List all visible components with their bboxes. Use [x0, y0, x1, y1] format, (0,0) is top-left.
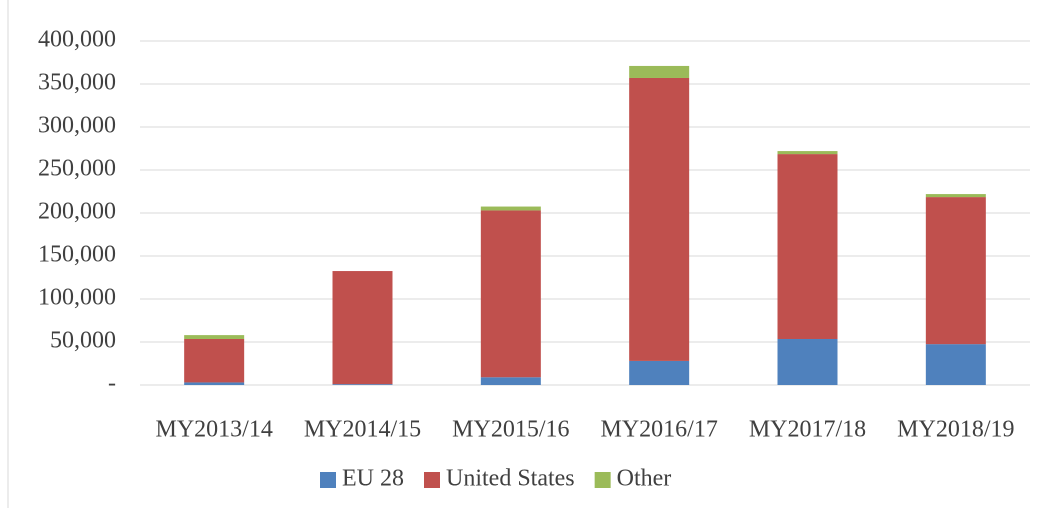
- legend-swatch: [594, 472, 611, 488]
- bar-segment: [925, 197, 986, 345]
- bar-segment: [629, 77, 690, 361]
- y-tick-label: 250,000: [38, 156, 116, 182]
- y-tick-label: 200,000: [38, 199, 116, 225]
- bar-segment: [332, 384, 393, 385]
- x-tick-label: MY2017/18: [749, 417, 866, 443]
- y-tick-label: 150,000: [38, 242, 116, 268]
- bar-segment: [184, 382, 245, 385]
- x-tick-label: MY2016/17: [600, 417, 717, 443]
- bar-segment: [925, 194, 986, 198]
- y-tick-label: 100,000: [38, 285, 116, 311]
- bar-segment: [777, 338, 838, 385]
- bar-segment: [777, 154, 838, 339]
- legend-label: United States: [446, 466, 575, 492]
- y-tick-label: -: [108, 371, 116, 397]
- bar-segment: [777, 151, 838, 155]
- bar-segment: [629, 65, 690, 78]
- bar-segment: [925, 344, 986, 385]
- legend-label: Other: [617, 466, 672, 492]
- x-tick-label: MY2013/14: [155, 417, 272, 443]
- legend-swatch: [320, 472, 336, 488]
- x-tick-label: MY2014/15: [304, 417, 421, 443]
- y-tick-label: 400,000: [38, 27, 116, 53]
- bar-segment: [480, 377, 541, 385]
- y-tick-label: 50,000: [50, 328, 116, 354]
- bar-segment: [184, 335, 245, 339]
- bar-segment: [480, 210, 541, 378]
- y-tick-label: 350,000: [38, 70, 116, 96]
- bar-segment: [629, 360, 690, 385]
- legend-label: EU 28: [342, 466, 404, 492]
- bar-segment: [184, 338, 245, 383]
- y-tick-label: 300,000: [38, 113, 116, 139]
- legend-swatch: [424, 472, 440, 488]
- x-tick-label: MY2015/16: [452, 417, 569, 443]
- x-tick-label: MY2018/19: [897, 417, 1014, 443]
- bar-segment: [480, 206, 541, 211]
- bar-segment: [332, 271, 393, 385]
